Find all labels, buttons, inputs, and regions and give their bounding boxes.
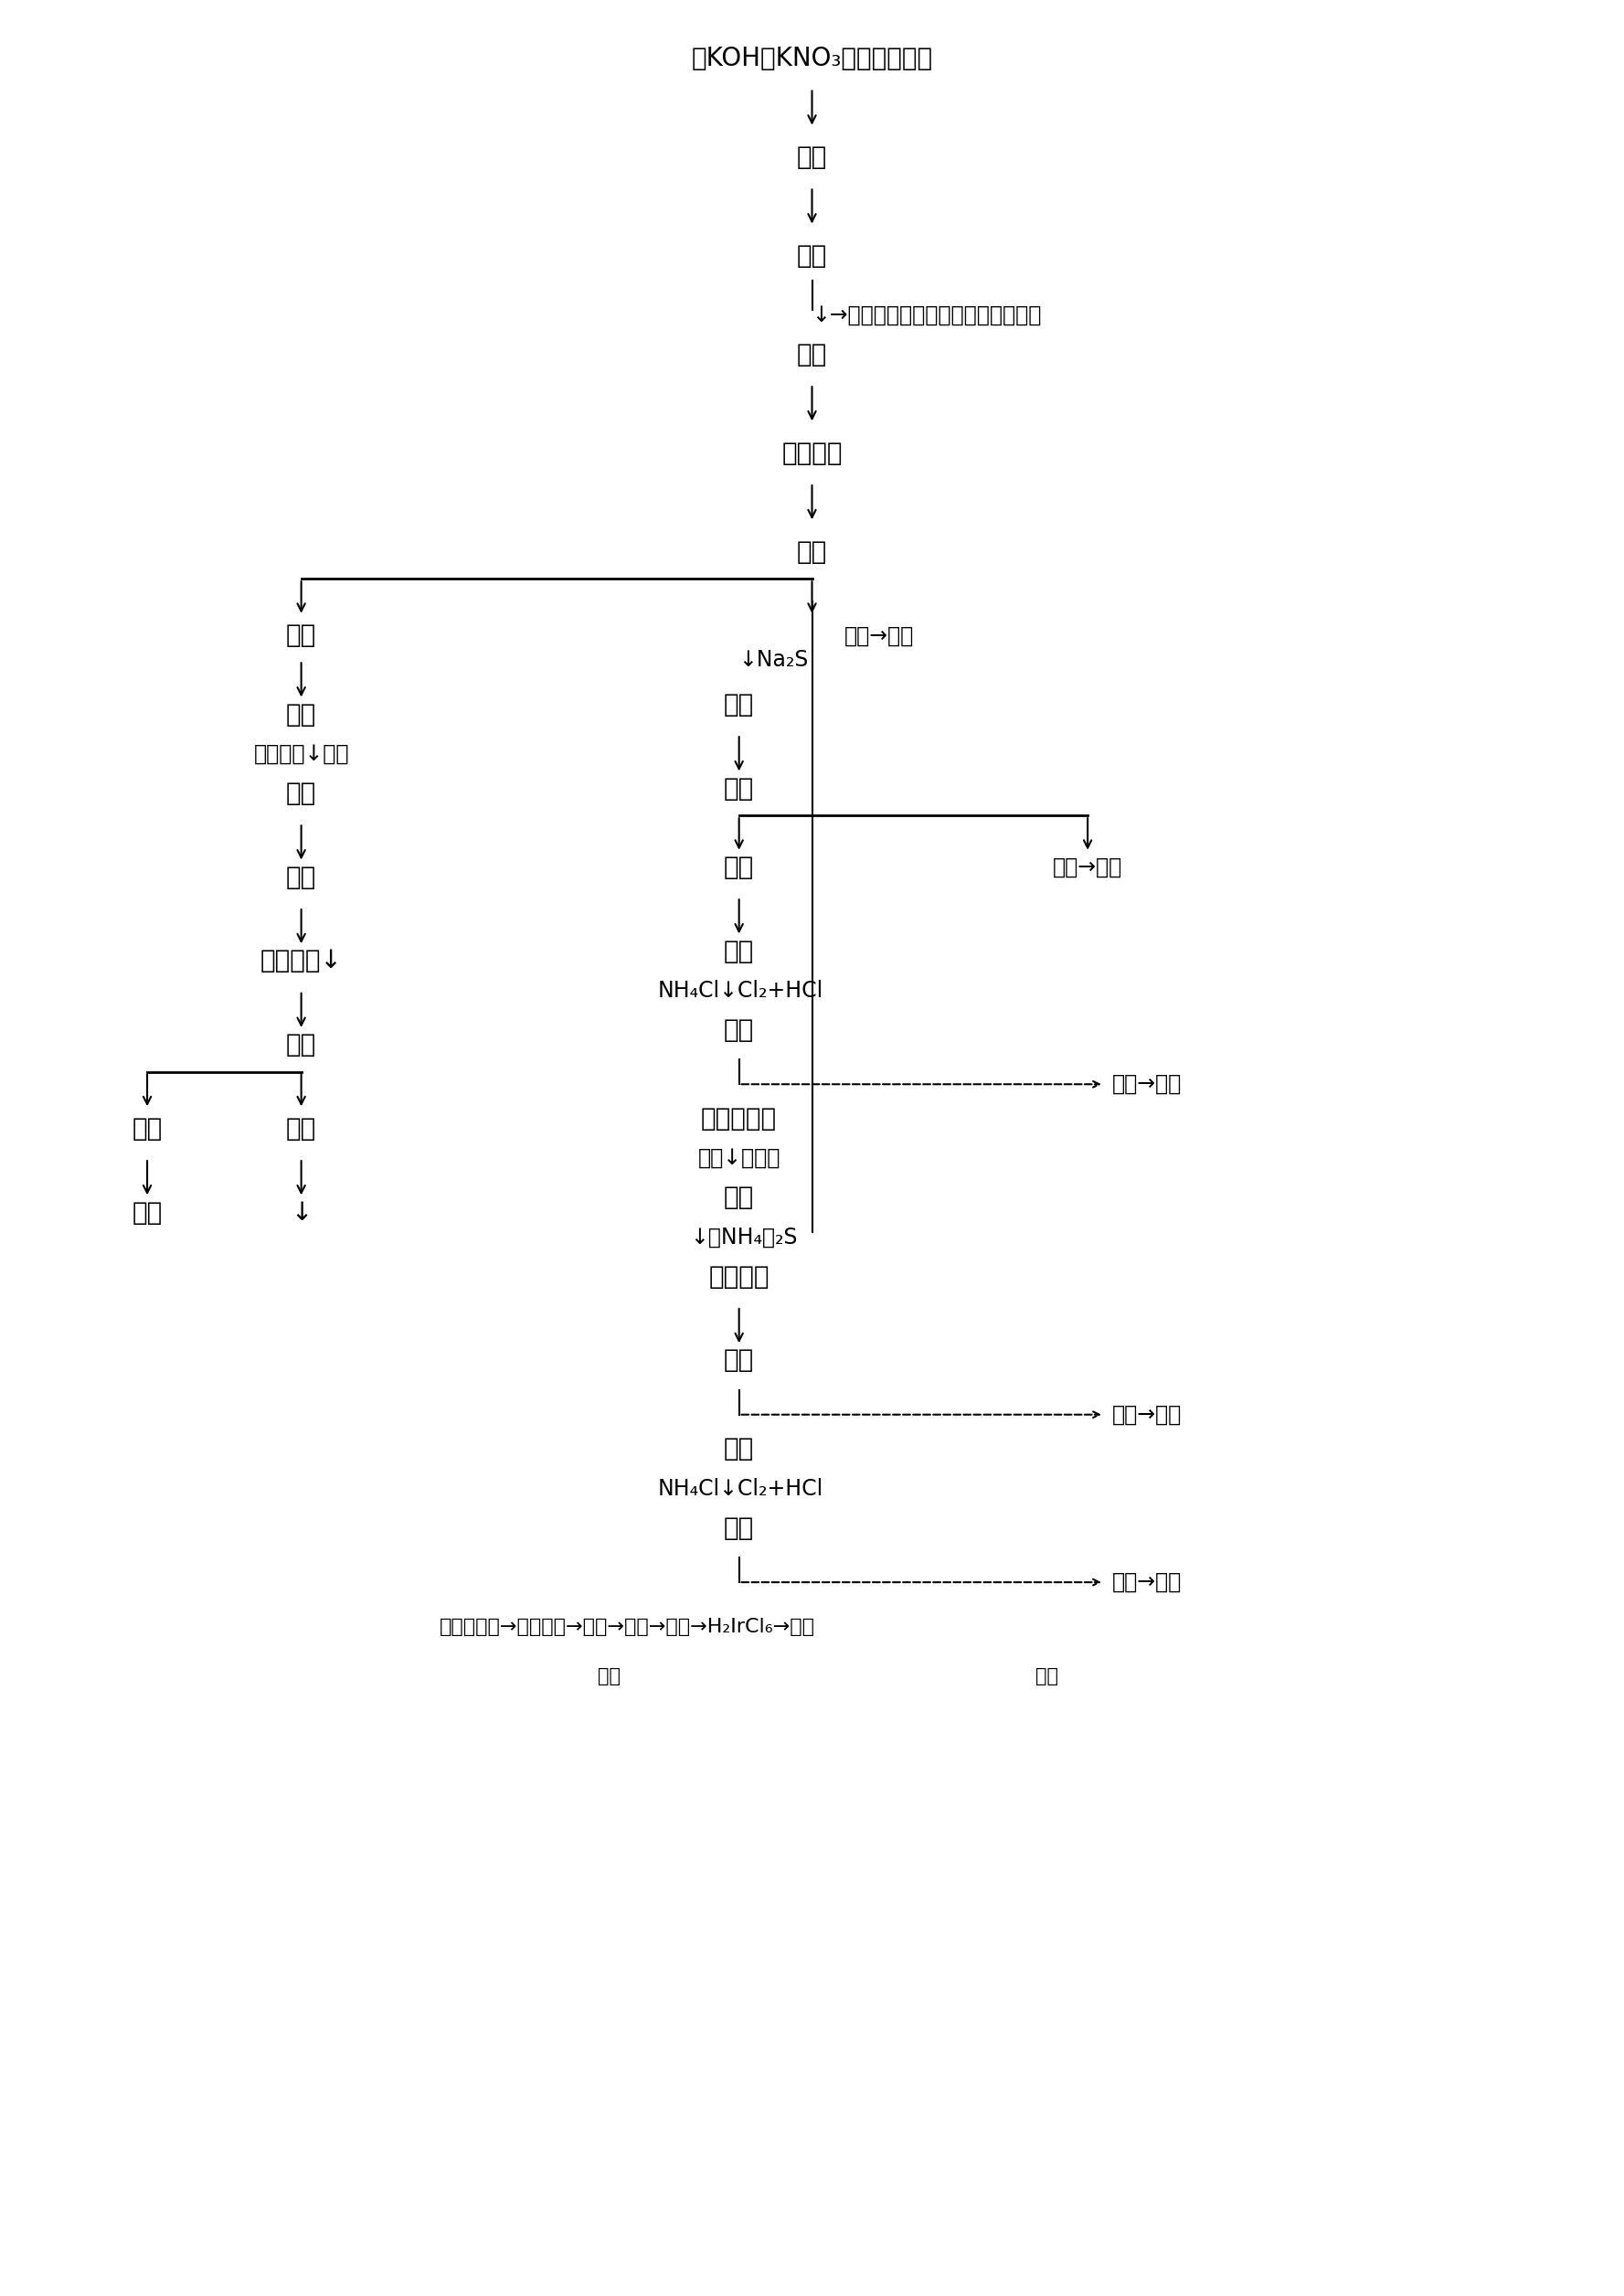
- Text: 弃去: 弃去: [132, 1199, 162, 1226]
- Text: 过滤: 过滤: [797, 540, 827, 565]
- Text: 过滤: 过滤: [724, 1348, 754, 1373]
- Text: 加热: 加热: [1036, 1667, 1059, 1685]
- Text: 滤液: 滤液: [286, 1116, 317, 1141]
- Text: 滤液: 滤液: [724, 1437, 754, 1463]
- Text: 滤渣→弃去: 滤渣→弃去: [1112, 1403, 1182, 1426]
- Text: 王水溶解: 王水溶解: [781, 441, 843, 466]
- Text: 干燥: 干燥: [286, 703, 317, 728]
- Text: 王水溶解↓: 王水溶解↓: [260, 948, 343, 974]
- Text: 滤渣→弃去: 滤渣→弃去: [1052, 856, 1122, 879]
- Text: ↓→滤液（进行钌或其它物质的回收）: ↓→滤液（进行钌或其它物质的回收）: [812, 303, 1041, 326]
- Text: 沉淀: 沉淀: [724, 691, 754, 716]
- Text: 分离沉淀物→洗涤－－→王水→赶铵→赶硝→H₂IrCl₆→浓缩: 分离沉淀物→洗涤－－→王水→赶铵→赶硝→H₂IrCl₆→浓缩: [438, 1616, 815, 1635]
- Text: 分离沉淀物: 分离沉淀物: [702, 1107, 776, 1132]
- Text: ↓（NH₄）₂S: ↓（NH₄）₂S: [690, 1226, 797, 1249]
- Text: 滤液: 滤液: [724, 854, 754, 879]
- Text: 过滤: 过滤: [797, 243, 827, 269]
- Text: 沉淀: 沉淀: [724, 1515, 754, 1541]
- Text: 赶硝: 赶硝: [724, 939, 754, 964]
- Text: 过氧化物↓加热: 过氧化物↓加热: [253, 744, 349, 765]
- Text: 过滤: 过滤: [724, 776, 754, 801]
- Text: ↓: ↓: [291, 1199, 312, 1226]
- Text: 过滤: 过滤: [286, 1031, 317, 1058]
- Text: 水解: 水解: [797, 145, 827, 170]
- Text: 静置沉淀: 静置沉淀: [708, 1263, 770, 1290]
- Text: 沉淀: 沉淀: [724, 1017, 754, 1042]
- Text: NH₄Cl↓Cl₂+HCl: NH₄Cl↓Cl₂+HCl: [658, 980, 823, 1001]
- Text: （KOH、KNO₃）溶盐混合物: （KOH、KNO₃）溶盐混合物: [692, 46, 932, 71]
- Text: 滤渣: 滤渣: [132, 1116, 162, 1141]
- Text: ↓Na₂S: ↓Na₂S: [739, 650, 809, 670]
- Text: NH₄Cl↓Cl₂+HCl: NH₄Cl↓Cl₂+HCl: [658, 1479, 823, 1499]
- Text: 加热: 加热: [598, 1667, 620, 1685]
- Text: 还原: 还原: [724, 1185, 754, 1210]
- Text: 滤液→弃去: 滤液→弃去: [1112, 1570, 1182, 1593]
- Text: 滤渣: 滤渣: [797, 342, 827, 367]
- Text: 滤液→弃去: 滤液→弃去: [1112, 1072, 1182, 1095]
- Text: 冷却: 冷却: [286, 863, 317, 891]
- Text: 滤渣: 滤渣: [286, 622, 317, 647]
- Text: 加热↓水合肼: 加热↓水合肼: [698, 1148, 780, 1169]
- Text: －－→滤液: －－→滤液: [844, 625, 914, 647]
- Text: 熔融: 熔融: [286, 781, 317, 806]
